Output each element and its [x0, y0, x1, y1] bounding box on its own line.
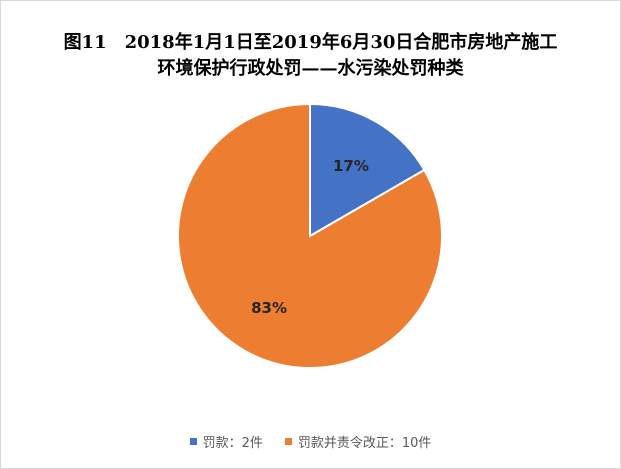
legend-item-fine-and-rectify: 罚款并责令改正：10件: [284, 432, 432, 451]
pie-slice-fine: [309, 102, 426, 238]
legend-swatch-fine-and-rectify: [284, 438, 292, 445]
legend-swatch-fine: [189, 438, 197, 445]
pie-slice-fine-and-rectify: [177, 102, 443, 369]
legend-label-fine: 罚款：2件: [202, 436, 263, 451]
data-label-fine-and-rectify: 83%: [251, 299, 287, 317]
chart-title-line-2: 环境保护行政处罚——水污染处罚种类: [157, 58, 464, 79]
chart-title: 图11 2018年1月1日至2019年6月30日合肥市房地产施工 环境保护行政处…: [0, 30, 621, 82]
legend: 罚款：2件 罚款并责令改正：10件: [0, 432, 621, 451]
data-label-fine: 17%: [333, 157, 369, 175]
legend-label-fine-and-rectify: 罚款并责令改正：10件: [297, 436, 432, 451]
legend-item-fine: 罚款：2件: [189, 432, 263, 451]
chart-title-line-1: 图11 2018年1月1日至2019年6月30日合肥市房地产施工: [63, 32, 558, 53]
